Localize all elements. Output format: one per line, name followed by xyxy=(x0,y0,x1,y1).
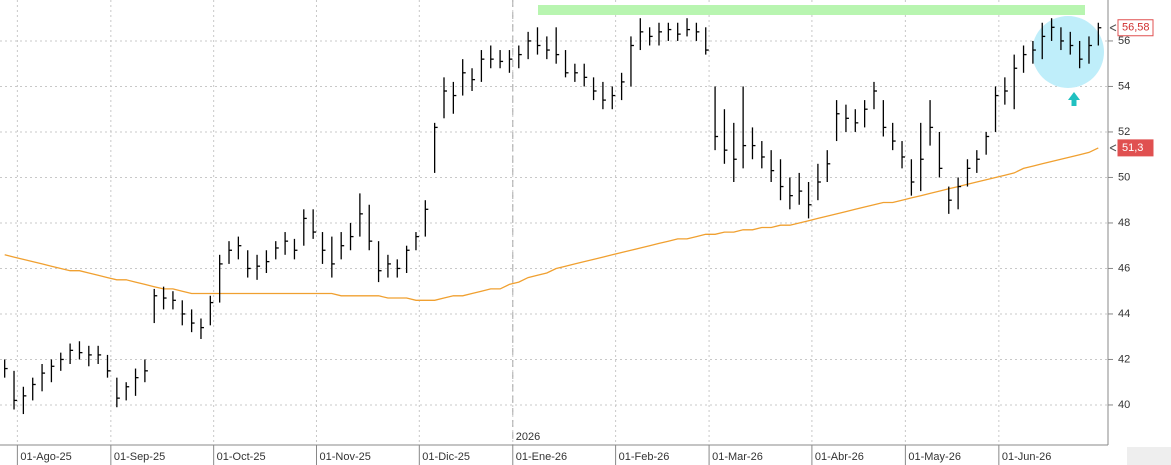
x-tick-label: 01-Mar-26 xyxy=(712,451,763,463)
up-arrow xyxy=(1068,92,1080,106)
x-tick-label: 01-Sep-25 xyxy=(114,451,165,463)
x-tick-label: 01-Nov-25 xyxy=(319,451,370,463)
y-tick-label: 52 xyxy=(1118,126,1130,138)
x-tick-label: 01-Dic-25 xyxy=(422,451,470,463)
y-tick-label: 40 xyxy=(1118,399,1130,411)
x-tick-label: 01-Feb-26 xyxy=(619,451,670,463)
corner-panel xyxy=(1127,447,1171,465)
y-tick-label: 42 xyxy=(1118,353,1130,365)
resistance-band xyxy=(538,5,1085,15)
x-tick-label: 01-May-26 xyxy=(908,451,961,463)
price-label-box xyxy=(1117,19,1154,37)
price-label-pointer xyxy=(1109,144,1117,152)
price-label-box xyxy=(1117,139,1154,157)
moving-average xyxy=(4,147,1099,301)
x-tick-label: 01-Abr-26 xyxy=(815,451,864,463)
price-label-pointer xyxy=(1109,24,1117,32)
x-tick-label: 01-Ago-25 xyxy=(20,451,71,463)
price-label: 51,3 xyxy=(1122,142,1143,154)
grid-layer xyxy=(0,0,1108,445)
highlight-circle xyxy=(1032,16,1104,88)
y-tick-label: 56 xyxy=(1118,35,1130,47)
y-tick-label: 44 xyxy=(1118,308,1130,320)
x-tick-label: 01-Jun-26 xyxy=(1002,451,1052,463)
year-label: 2026 xyxy=(516,431,540,443)
y-tick-label: 46 xyxy=(1118,262,1130,274)
x-tick-label: 01-Ene-26 xyxy=(516,451,567,463)
y-tick-label: 50 xyxy=(1118,171,1130,183)
y-tick-label: 54 xyxy=(1118,80,1130,92)
y-tick-label: 48 xyxy=(1118,217,1130,229)
price-label: 56,58 xyxy=(1122,22,1150,34)
x-tick-label: 01-Oct-25 xyxy=(217,451,266,463)
